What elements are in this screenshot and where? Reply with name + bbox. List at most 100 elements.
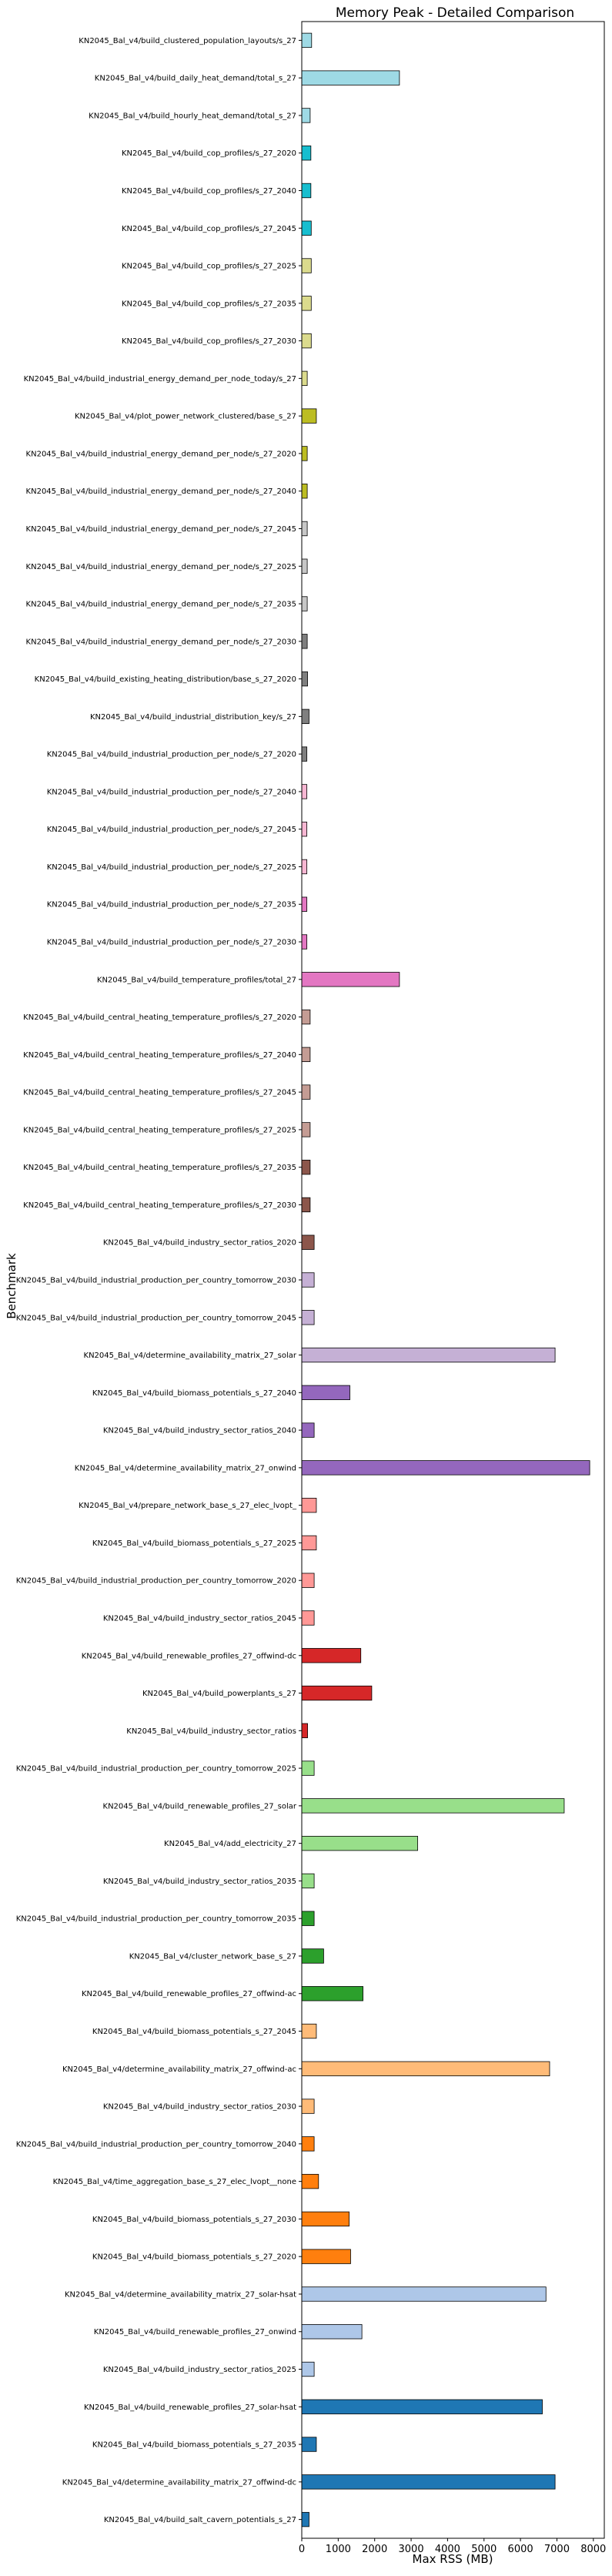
bar: [301, 896, 308, 912]
bar: [301, 1948, 324, 1964]
bar: [301, 2511, 309, 2527]
y-tick-label: KN2045_Bal_v4/build_industrial_energy_de…: [26, 450, 296, 458]
y-tick-label: KN2045_Bal_v4/build_industrial_productio…: [47, 901, 296, 909]
y-tick-label: KN2045_Bal_v4/add_electricity_27: [164, 1840, 296, 1848]
chart-title: Memory Peak - Detailed Comparison: [336, 5, 574, 21]
bar: [301, 1310, 315, 1325]
y-tick-label: KN2045_Bal_v4/build_renewable_profiles_2…: [84, 2403, 296, 2412]
y-tick-label: KN2045_Bal_v4/build_renewable_profiles_2…: [82, 1652, 296, 1660]
y-tick-label: KN2045_Bal_v4/build_industrial_productio…: [16, 1577, 296, 1586]
y-tick-label: KN2045_Bal_v4/build_clustered_population…: [79, 37, 296, 45]
bar: [301, 2437, 317, 2452]
y-tick-label: KN2045_Bal_v4/build_central_heating_temp…: [23, 1201, 296, 1210]
x-axis-label: Max RSS (MB): [413, 2552, 493, 2566]
y-tick-label: KN2045_Bal_v4/build_industry_sector_rati…: [103, 2366, 296, 2374]
y-tick-label: KN2045_Bal_v4/build_industrial_productio…: [16, 1915, 296, 1924]
bar: [301, 1385, 350, 1400]
bar: [301, 484, 308, 499]
bar: [301, 1986, 363, 2002]
y-tick-label: KN2045_Bal_v4/build_renewable_profiles_2…: [94, 2328, 296, 2336]
bar: [301, 2061, 550, 2076]
bar: [301, 1347, 556, 1363]
bar: [301, 1911, 315, 1926]
y-tick-label: KN2045_Bal_v4/build_biomass_potentials_s…: [92, 1389, 296, 1398]
y-tick-label: KN2045_Bal_v4/build_temperature_profiles…: [97, 976, 296, 984]
bar: [301, 2023, 317, 2039]
y-tick-label: KN2045_Bal_v4/build_industrial_productio…: [47, 863, 296, 872]
y-tick-label: KN2045_Bal_v4/build_industry_sector_rati…: [103, 1878, 296, 1886]
x-tick-label: 3000: [399, 2544, 424, 2555]
bar: [301, 408, 317, 424]
bar: [301, 708, 309, 725]
bar: [301, 784, 308, 799]
bar: [301, 746, 308, 762]
bar: [301, 1610, 315, 1626]
bar: [301, 1723, 308, 1738]
bar: [301, 2361, 315, 2377]
bar: [301, 2286, 547, 2302]
y-tick-label: KN2045_Bal_v4/determine_availability_mat…: [84, 1352, 297, 1360]
y-tick-label: KN2045_Bal_v4/build_industrial_energy_de…: [26, 563, 296, 571]
y-tick-label: KN2045_Bal_v4/build_industrial_energy_de…: [26, 601, 296, 609]
bar: [301, 1197, 311, 1213]
bar: [301, 1460, 590, 1476]
bar: [301, 2249, 351, 2264]
bar: [301, 1272, 315, 1288]
y-tick-label: KN2045_Bal_v4/build_industrial_productio…: [47, 751, 296, 759]
y-tick-label: KN2045_Bal_v4/build_industrial_energy_de…: [26, 525, 296, 534]
y-tick-label: KN2045_Bal_v4/build_cop_profiles/s_27_20…: [122, 300, 296, 308]
y-tick-label: KN2045_Bal_v4/build_central_heating_temp…: [23, 1126, 296, 1134]
x-tick-label: 8000: [580, 2544, 606, 2555]
y-tick-label: KN2045_Bal_v4/build_biomass_potentials_s…: [92, 2441, 296, 2450]
bar: [301, 2324, 363, 2340]
y-tick-label: KN2045_Bal_v4/build_central_heating_temp…: [23, 1051, 296, 1060]
x-tick-label: 1000: [326, 2544, 351, 2555]
y-tick-label: KN2045_Bal_v4/plot_power_network_cluster…: [75, 413, 296, 421]
y-tick-label: KN2045_Bal_v4/build_daily_heat_demand/to…: [95, 75, 296, 83]
y-tick-label: KN2045_Bal_v4/build_cop_profiles/s_27_20…: [122, 225, 296, 233]
bar: [301, 634, 308, 649]
y-ticks-layer: KN2045_Bal_v4/build_clustered_population…: [16, 37, 302, 2524]
bar: [301, 146, 312, 161]
y-tick-label: KN2045_Bal_v4/cluster_network_base_s_27: [129, 1952, 296, 1961]
bar: [301, 446, 308, 461]
bar: [301, 1798, 565, 1814]
x-tick-label: 4000: [435, 2544, 460, 2555]
bar: [301, 370, 308, 387]
bar: [301, 296, 312, 311]
y-tick-label: KN2045_Bal_v4/determine_availability_mat…: [62, 2065, 296, 2074]
bar: [301, 1047, 311, 1063]
y-tick-label: KN2045_Bal_v4/determine_availability_mat…: [62, 2478, 296, 2487]
y-tick-label: KN2045_Bal_v4/determine_availability_mat…: [75, 1464, 296, 1472]
bar: [301, 521, 308, 537]
y-tick-label: KN2045_Bal_v4/build_industrial_productio…: [16, 1765, 296, 1774]
bar: [301, 2099, 315, 2114]
y-tick-label: KN2045_Bal_v4/time_aggregation_base_s_27…: [53, 2178, 296, 2186]
x-ticks-layer: 0 1000 2000 3000 4000 5000 6000 7000 8000: [299, 2538, 606, 2555]
y-tick-label: KN2045_Bal_v4/build_industrial_distribut…: [90, 713, 296, 722]
plot-frame: [301, 21, 605, 2539]
y-tick-label: KN2045_Bal_v4/build_existing_heating_dis…: [35, 675, 296, 684]
bar: [301, 2136, 315, 2152]
bar: [301, 1084, 311, 1100]
bar: [301, 671, 308, 687]
y-tick-label: KN2045_Bal_v4/build_powerplants_s_27: [142, 1690, 296, 1698]
y-tick-label: KN2045_Bal_v4/build_biomass_potentials_s…: [92, 2216, 296, 2224]
y-tick-label: KN2045_Bal_v4/determine_availability_mat…: [65, 2290, 296, 2299]
y-tick-label: KN2045_Bal_v4/build_central_heating_temp…: [23, 1089, 296, 1097]
bar: [301, 822, 308, 837]
y-tick-label: KN2045_Bal_v4/build_cop_profiles/s_27_20…: [122, 263, 296, 271]
y-tick-label: KN2045_Bal_v4/build_industrial_productio…: [47, 826, 296, 834]
bar: [301, 70, 400, 85]
bar: [301, 1160, 311, 1175]
bar: [301, 258, 312, 273]
bar: [301, 2474, 556, 2490]
bar: [301, 1122, 311, 1137]
y-tick-label: KN2045_Bal_v4/build_industry_sector_rati…: [126, 1727, 296, 1736]
y-tick-label: KN2045_Bal_v4/build_industrial_productio…: [16, 1314, 296, 1322]
bar: [301, 1648, 362, 1663]
bar: [301, 1573, 315, 1588]
y-tick-label: KN2045_Bal_v4/build_industry_sector_rati…: [103, 1614, 296, 1623]
bar: [301, 2211, 349, 2227]
y-tick-label: KN2045_Bal_v4/build_renewable_profiles_2…: [82, 1990, 296, 1998]
